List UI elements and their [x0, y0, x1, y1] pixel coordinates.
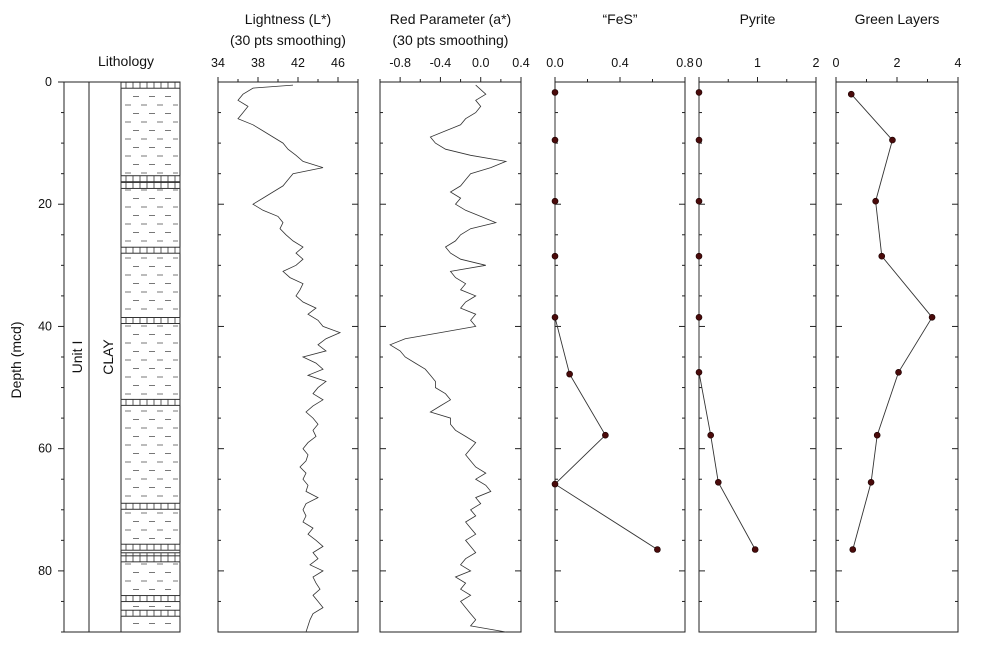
data-point [551, 89, 559, 96]
lithology-column: Lithology Unit I CLAY [63, 53, 181, 633]
interbed-band [120, 543, 181, 551]
data-point [895, 368, 902, 376]
depth-tick-label-0: 0 [45, 75, 52, 89]
data-point [873, 431, 881, 439]
data-point [602, 431, 609, 439]
interbed-band [120, 609, 181, 617]
data-point [695, 136, 703, 144]
unit-label: Unit I [69, 341, 85, 374]
panel-title: Red Parameter (a*) [390, 11, 511, 27]
x-tick-label: 0 [833, 56, 840, 70]
interbed-layers [120, 81, 181, 617]
series-line [389, 84, 508, 633]
panel-subtitle: (30 pts smoothing) [393, 32, 509, 48]
panel-title: “FeS” [603, 11, 638, 27]
data-point [551, 197, 559, 205]
interbed-band [120, 246, 181, 254]
data-point [695, 368, 703, 376]
depth-tick-label-60: 60 [38, 442, 52, 456]
depth-axis-label: Depth (mcd) [8, 321, 24, 398]
data-point [551, 313, 559, 321]
panel-4: Green Layers 0 2 4 [833, 11, 962, 633]
series-line [698, 92, 756, 550]
data-point [872, 197, 879, 205]
data-point [551, 252, 559, 260]
series-line [237, 84, 342, 633]
x-tick-label: 2 [813, 56, 820, 70]
interbed-band [120, 181, 181, 189]
data-point [878, 252, 886, 260]
x-tick-label: 2 [894, 56, 901, 70]
x-tick-label: 46 [331, 56, 345, 70]
x-tick-label: -0.4 [430, 56, 452, 70]
x-tick-label: 0.0 [546, 56, 563, 70]
panel-subtitle: (30 pts smoothing) [230, 32, 346, 48]
depth-tick-label-40: 40 [38, 319, 52, 333]
data-point [654, 546, 661, 553]
interbed-band [120, 502, 181, 510]
x-tick-label: 34 [211, 56, 225, 70]
x-tick-label: 38 [251, 56, 265, 70]
data-point [889, 136, 896, 144]
interbed-band [120, 595, 181, 603]
interbed-band [120, 317, 181, 324]
data-point [928, 313, 936, 321]
data-point [695, 313, 703, 321]
data-point [847, 90, 855, 98]
interbed-band [120, 398, 181, 406]
data-point [867, 478, 875, 486]
interbed-band [120, 81, 181, 89]
x-tick-label: 0 [696, 56, 703, 70]
x-tick-label: 0.0 [472, 56, 489, 70]
panel-3: Pyrite 0 1 2 [695, 11, 820, 633]
depth-tick-label-80: 80 [38, 564, 52, 578]
x-tick-label: 0.4 [611, 56, 628, 70]
panel-frame [379, 81, 522, 633]
data-point [566, 370, 573, 378]
data-point [695, 197, 703, 205]
rock-type-label: CLAY [100, 339, 116, 375]
data-point [551, 480, 559, 488]
lithology-title: Lithology [98, 53, 154, 69]
data-point [707, 431, 715, 439]
x-tick-label: 0.4 [512, 56, 529, 70]
series-line [850, 93, 933, 550]
interbed-band [120, 555, 181, 563]
data-point [551, 136, 559, 144]
clay-pattern [125, 87, 178, 624]
panel-title: Green Layers [855, 11, 940, 27]
x-tick-label: -0.8 [389, 56, 411, 70]
panel-title: Lightness (L*) [245, 11, 331, 27]
data-panels: Lightness (L*)(30 pts smoothing)34 38 42 46… [211, 11, 962, 633]
depth-tick-label-20: 20 [38, 197, 52, 211]
panel-frame [217, 81, 359, 633]
data-point [695, 252, 703, 260]
x-tick-label: 4 [955, 56, 962, 70]
panel-title: Pyrite [740, 11, 776, 27]
data-point [849, 546, 857, 553]
series-line [554, 92, 658, 550]
x-tick-label: 0.8 [676, 56, 693, 70]
depth-axis-ticks: 0 20 40 60 80 [38, 75, 64, 633]
panel-frame [554, 81, 686, 633]
data-point [751, 546, 759, 553]
data-point [715, 478, 722, 486]
data-point [695, 89, 703, 96]
panel-1: Red Parameter (a*) (30 pts smoothing) -0.8… [379, 11, 530, 633]
panel-2: “FeS” 0.0 0.4 0.8 [546, 11, 694, 633]
x-tick-label: 42 [291, 56, 305, 70]
panel-0: Lightness (L*) (30 pts smoothing) 34 38 42 46 [211, 11, 359, 633]
x-tick-label: 1 [754, 56, 761, 70]
interbed-band [120, 175, 181, 183]
